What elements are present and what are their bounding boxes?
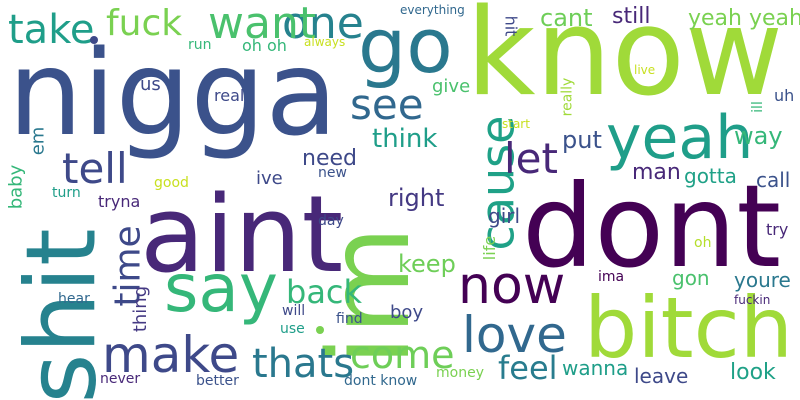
word-life: life xyxy=(480,235,500,261)
word-always: always xyxy=(304,35,346,49)
word-fuck: fuck xyxy=(106,3,183,44)
word-will: will xyxy=(282,303,306,319)
word-yeah-yeah: yeah yeah xyxy=(688,6,800,31)
dot-marker xyxy=(90,36,98,44)
word-tell: tell xyxy=(62,144,128,193)
word-youre: youre xyxy=(734,268,791,292)
word-make: make xyxy=(102,326,240,384)
word-take: take xyxy=(8,7,95,53)
word-now: now xyxy=(458,256,566,316)
word-run: run xyxy=(188,37,212,53)
word-good: good xyxy=(154,175,189,191)
word-new: new xyxy=(318,165,347,181)
word-find: find xyxy=(336,311,363,327)
word-let: let xyxy=(504,134,558,183)
word-look: look xyxy=(730,360,776,385)
word-thing: thing xyxy=(130,285,152,333)
word-man: man xyxy=(632,160,681,185)
word-boy: boy xyxy=(390,302,424,323)
word-think: think xyxy=(372,124,438,154)
word-hit: hit xyxy=(501,15,521,37)
word-aint: aint xyxy=(140,173,344,296)
word-one: one xyxy=(282,0,364,49)
word-yeah: yeah xyxy=(606,103,754,173)
word-fuckin: fuckin xyxy=(734,293,771,307)
word-gotta: gotta xyxy=(684,164,737,188)
word-say: say xyxy=(164,250,278,327)
word-ima: ima xyxy=(598,269,625,285)
word-back: back xyxy=(286,273,363,311)
word-em: em xyxy=(27,126,49,156)
dot-marker xyxy=(316,326,324,334)
word-put: put xyxy=(562,126,602,154)
word-leave: leave xyxy=(634,364,689,388)
word-gon: gon xyxy=(672,266,710,290)
word-us: us xyxy=(140,74,161,95)
word-day: day xyxy=(318,213,344,229)
word-wanna: wanna xyxy=(562,356,629,380)
word-way: way xyxy=(734,122,783,150)
word-uh: uh xyxy=(774,86,795,105)
word-hear: hear xyxy=(58,291,90,307)
word-really: really xyxy=(559,77,576,117)
word-thats: thats xyxy=(252,341,355,387)
word-real: real xyxy=(214,86,245,105)
word-oh: oh xyxy=(694,235,712,251)
word-know: know xyxy=(466,0,784,123)
word-call: call xyxy=(756,168,791,192)
word-dont-know: dont know xyxy=(344,373,418,389)
word-start: start xyxy=(502,117,530,131)
word-dont: dont xyxy=(522,160,782,293)
word-still: still xyxy=(612,4,651,29)
word-come: come xyxy=(350,333,455,377)
word-tryna: tryna xyxy=(98,192,141,211)
word-shit: shit xyxy=(5,228,118,400)
word-use: use xyxy=(280,321,305,337)
word-nigga: nigga xyxy=(8,24,338,162)
word-want: want xyxy=(208,0,317,49)
word-live: live xyxy=(634,63,656,77)
word-cant: cant xyxy=(540,4,593,32)
word-baby: baby xyxy=(5,164,27,210)
word-everything: everything xyxy=(400,3,465,17)
word-ive: ive xyxy=(256,168,283,189)
word-go: go xyxy=(358,1,453,90)
word-give: give xyxy=(432,76,471,97)
word-oh-oh: oh oh xyxy=(242,36,287,55)
word-turn: turn xyxy=(52,185,81,201)
word-money: money xyxy=(436,365,484,381)
word-bitch: bitch xyxy=(584,279,794,377)
word-feel: feel xyxy=(498,349,558,387)
word-better: better xyxy=(196,373,239,389)
word-keep: keep xyxy=(398,250,456,278)
word-right: right xyxy=(388,184,445,212)
word-ill: ill xyxy=(749,101,766,113)
word-need: need xyxy=(302,146,357,171)
word-try: try xyxy=(766,220,789,239)
word-never: never xyxy=(100,371,141,387)
word-girl: girl xyxy=(488,204,521,228)
word-see: see xyxy=(350,80,424,129)
word-love: love xyxy=(462,306,567,364)
